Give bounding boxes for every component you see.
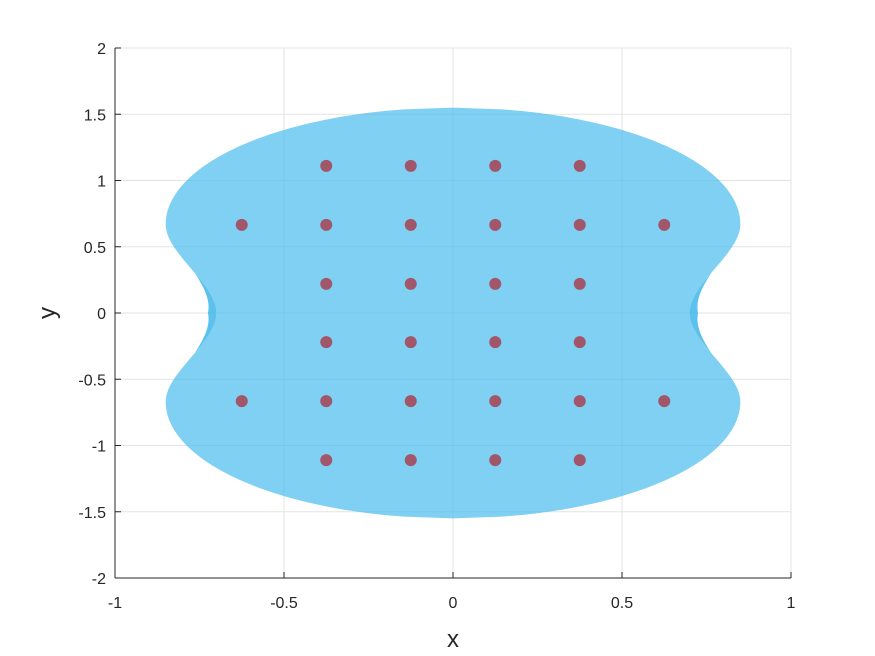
x-tick-label-2: 0 — [449, 595, 458, 612]
data-point-27 — [573, 454, 586, 467]
data-point-6 — [404, 218, 417, 231]
x-tick-label-3: 0.5 — [611, 595, 633, 612]
y-tick-label-8: 2 — [97, 41, 106, 58]
y-axis-label: y — [34, 307, 61, 319]
y-tick-label-4: 0 — [97, 306, 106, 323]
data-point-16 — [489, 336, 502, 349]
data-point-12 — [489, 277, 502, 290]
data-point-20 — [404, 395, 417, 408]
data-point-10 — [320, 277, 333, 290]
data-point-21 — [489, 395, 502, 408]
y-tick-label-1: -1.5 — [78, 505, 106, 522]
data-point-11 — [404, 277, 417, 290]
data-point-2 — [489, 159, 502, 172]
data-point-4 — [235, 218, 248, 231]
data-point-9 — [658, 218, 671, 231]
y-tick-label-6: 1 — [97, 174, 106, 191]
x-tick-labels: -1 -0.5 0 0.5 1 — [108, 595, 796, 612]
data-point-1 — [404, 159, 417, 172]
x-tick-label-0: -1 — [108, 595, 122, 612]
y-tick-label-0: -2 — [92, 571, 106, 588]
data-point-3 — [573, 159, 586, 172]
x-axis-label: x — [447, 626, 459, 653]
data-point-25 — [404, 454, 417, 467]
x-tick-label-1: -0.5 — [270, 595, 298, 612]
data-point-15 — [404, 336, 417, 349]
data-point-26 — [489, 454, 502, 467]
data-point-23 — [658, 395, 671, 408]
region-waist-right — [689, 273, 711, 353]
y-tick-label-3: -0.5 — [78, 372, 106, 389]
data-point-5 — [320, 218, 333, 231]
data-points — [235, 159, 671, 467]
data-point-22 — [573, 395, 586, 408]
y-tick-labels: -2 -1.5 -1 -0.5 0 0.5 1 1.5 2 — [78, 41, 106, 588]
x-tick-label-4: 1 — [787, 595, 796, 612]
y-tick-label-7: 1.5 — [84, 107, 106, 124]
data-point-13 — [573, 277, 586, 290]
axes — [114, 47, 792, 579]
y-tick-label-2: -1 — [92, 439, 106, 456]
data-point-7 — [489, 218, 502, 231]
data-point-0 — [320, 159, 333, 172]
data-point-14 — [320, 336, 333, 349]
data-point-19 — [320, 395, 333, 408]
feasible-region — [165, 107, 741, 519]
data-point-18 — [235, 395, 248, 408]
data-point-8 — [573, 218, 586, 231]
region-shape — [165, 107, 741, 519]
y-tick-label-5: 0.5 — [84, 240, 106, 257]
data-point-24 — [320, 454, 333, 467]
region-waist-left — [195, 273, 217, 353]
data-point-17 — [573, 336, 586, 349]
